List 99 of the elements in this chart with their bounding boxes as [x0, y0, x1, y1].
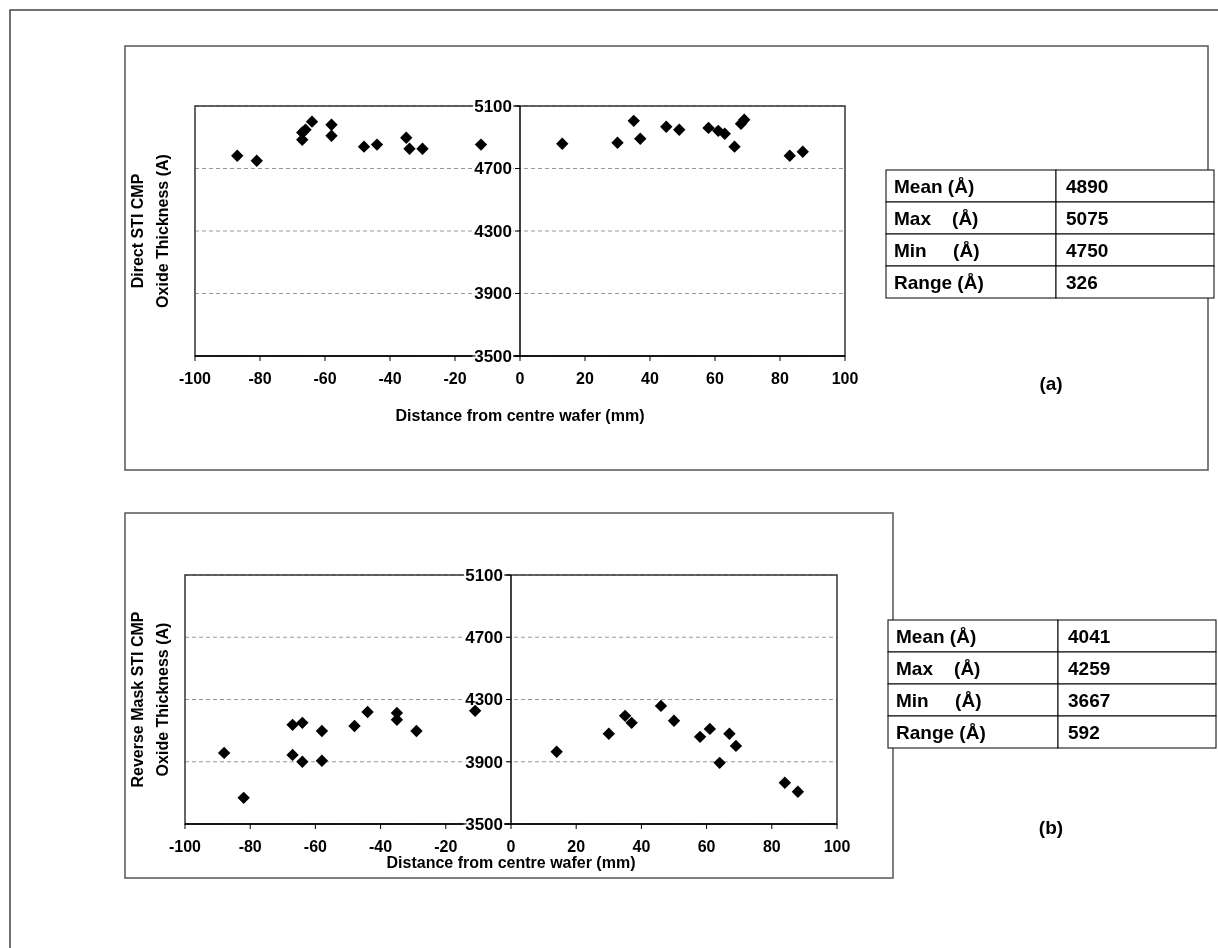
x-tick-label: -20 [443, 370, 467, 387]
text: (a) [1039, 373, 1063, 394]
text: Mean (Å) [896, 626, 977, 647]
text: 592 [1068, 722, 1100, 743]
point [702, 121, 715, 135]
point [400, 131, 413, 144]
x-tick-label: 60 [706, 370, 724, 387]
point [416, 142, 429, 156]
text: Reverse Mask STI CMP [129, 611, 146, 788]
point [217, 746, 231, 760]
x-tick-label: 100 [823, 838, 851, 855]
point [693, 730, 707, 744]
text: 3667 [1068, 690, 1111, 711]
y-tick-label: 4300 [465, 690, 503, 710]
x-tick-label: 80 [771, 370, 789, 387]
x-tick-label: 100 [831, 370, 859, 387]
point [673, 123, 686, 136]
point [305, 115, 319, 128]
point [791, 785, 805, 798]
x-tick-label: 60 [697, 838, 716, 855]
x-axis-title: Distance from centre wafer (mm) [386, 854, 636, 871]
x-tick-label: 80 [762, 838, 781, 855]
x-axis-title: Distance from centre wafer (mm) [395, 407, 645, 424]
point [660, 120, 673, 133]
x-tick-label: -80 [248, 370, 272, 387]
point [703, 722, 717, 736]
point [550, 745, 563, 758]
text: Mean (Å) [894, 176, 975, 197]
point [728, 140, 741, 153]
x-tick-label: -100 [168, 838, 202, 855]
point [231, 149, 244, 162]
x-tick-label: -40 [369, 838, 393, 855]
point [625, 716, 638, 730]
point [296, 716, 309, 730]
point [237, 791, 250, 805]
point [627, 114, 640, 128]
x-tick-label: 20 [567, 838, 586, 855]
text: Min (Å) [896, 690, 982, 711]
point [729, 739, 743, 753]
point [718, 127, 731, 141]
y-tick-label: 3900 [474, 284, 512, 304]
x-tick-label: -20 [434, 838, 458, 855]
point [667, 714, 681, 728]
point [286, 748, 299, 762]
text: (b) [1038, 817, 1064, 838]
x-tick-label: 40 [632, 838, 651, 855]
text: Direct STI CMP [129, 173, 146, 289]
x-tick-label: 20 [576, 370, 594, 387]
point [713, 756, 726, 770]
x-tick-label: 40 [641, 370, 659, 387]
point [556, 137, 569, 151]
x-tick-label: -100 [178, 370, 212, 387]
y-axis-title: Oxide Thickness (A) [154, 154, 171, 308]
x-tick-label: 0 [506, 838, 516, 855]
point [654, 699, 668, 713]
text: Range (Å) [896, 722, 986, 743]
text: Max (Å) [894, 208, 979, 229]
point [315, 724, 329, 738]
point [602, 727, 615, 740]
point [250, 154, 263, 167]
point [348, 719, 361, 733]
point [286, 718, 299, 732]
point [370, 138, 384, 151]
point [296, 755, 309, 768]
y-axis-title: Oxide Thickness (A) [154, 622, 171, 777]
text: 4750 [1066, 240, 1109, 261]
point [796, 145, 809, 158]
y-tick-label: 4700 [474, 159, 512, 179]
point [325, 118, 338, 131]
point [723, 727, 736, 740]
point [468, 704, 482, 718]
point [403, 142, 416, 156]
y-tick-label: 3900 [465, 752, 503, 772]
point [778, 776, 792, 789]
point [634, 132, 647, 146]
point [325, 129, 338, 142]
y-tick-label: 4700 [465, 628, 503, 648]
text: 4890 [1066, 176, 1109, 197]
text: 4041 [1068, 626, 1111, 647]
point [410, 724, 423, 738]
point [357, 140, 371, 153]
point [474, 138, 488, 151]
point [361, 705, 374, 719]
point [611, 136, 624, 149]
x-tick-label: -80 [238, 838, 262, 855]
text: Max (Å) [896, 658, 981, 679]
point [618, 709, 632, 723]
text: 5075 [1066, 208, 1109, 229]
text: Range (Å) [894, 272, 984, 293]
point [315, 754, 329, 768]
x-tick-label: -40 [378, 370, 402, 387]
text: Min (Å) [894, 240, 980, 261]
y-tick-label: 4300 [474, 221, 512, 241]
x-tick-label: -60 [303, 838, 328, 855]
x-tick-label: 0 [515, 370, 525, 387]
text: 326 [1066, 272, 1098, 293]
text: 4259 [1068, 658, 1111, 679]
x-tick-label: -60 [313, 370, 337, 387]
point [783, 149, 796, 162]
